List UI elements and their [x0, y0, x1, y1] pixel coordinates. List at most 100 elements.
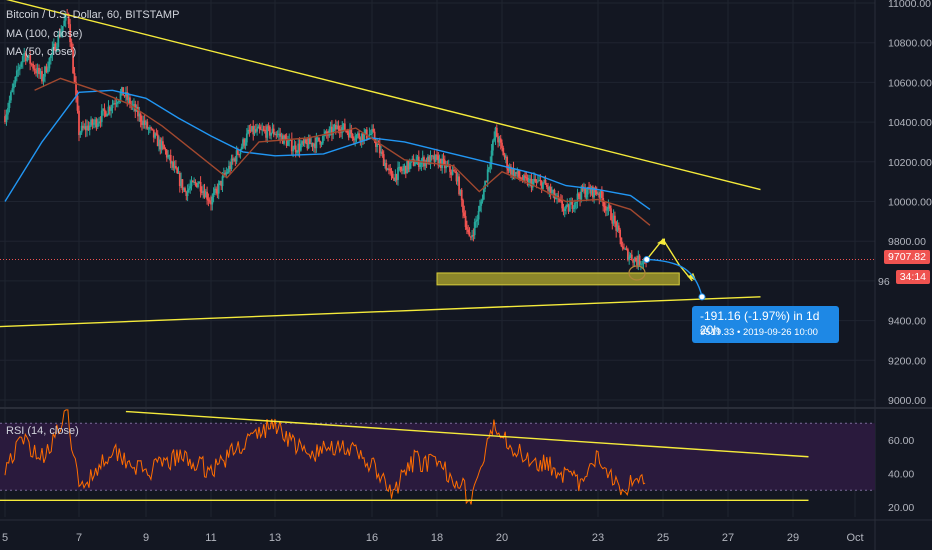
- candle-body: [566, 204, 569, 206]
- candle-body: [603, 206, 606, 208]
- rsi-legend[interactable]: RSI (14, close): [6, 425, 79, 437]
- price-axis-label: 9000.00: [888, 395, 926, 407]
- candle-body: [126, 92, 129, 100]
- candle-body: [8, 100, 11, 109]
- candle-body: [442, 158, 445, 161]
- candle-body: [472, 235, 475, 237]
- candle-body: [17, 69, 20, 71]
- candle-body: [27, 54, 30, 58]
- candle-body: [567, 204, 570, 212]
- candle-body: [577, 193, 580, 197]
- support-zone: [436, 272, 680, 286]
- projection-zigzag: [646, 238, 693, 282]
- time-axis-label: 23: [592, 532, 604, 544]
- ma100-legend[interactable]: MA (100, close): [6, 28, 83, 40]
- candle-body: [58, 34, 61, 37]
- candle-body: [347, 132, 350, 138]
- candle-body: [180, 179, 182, 187]
- candle-body: [129, 97, 131, 105]
- candle-body: [421, 157, 424, 161]
- candle-body: [630, 254, 633, 261]
- candle-body: [475, 220, 477, 223]
- candle-body: [406, 161, 408, 174]
- candle-body: [451, 170, 454, 175]
- candle-body: [199, 181, 202, 192]
- candle-body: [275, 134, 278, 136]
- candle-body: [91, 119, 94, 125]
- candle-body: [11, 88, 14, 93]
- candle-body: [177, 172, 180, 174]
- candle-body: [428, 156, 431, 165]
- candle-body: [458, 176, 460, 195]
- candle-body: [276, 134, 279, 136]
- candle-body: [513, 172, 516, 177]
- candle-body: [597, 193, 599, 195]
- candle-body: [158, 139, 160, 147]
- candle-body: [382, 154, 385, 166]
- candle-body: [481, 199, 484, 202]
- candle-body: [486, 169, 489, 182]
- candle-body: [349, 128, 351, 138]
- candle-body: [131, 104, 134, 106]
- candle-body: [233, 158, 235, 161]
- candle-body: [226, 171, 229, 173]
- candle-body: [208, 200, 211, 202]
- candle-body: [92, 123, 95, 125]
- ma100-line: [4, 89, 651, 210]
- candle-body: [377, 143, 380, 145]
- candle-body: [424, 160, 427, 167]
- candle-body: [305, 139, 307, 143]
- candle-body: [612, 215, 615, 224]
- candle-body: [29, 54, 32, 64]
- time-axis-label: 9: [143, 532, 149, 544]
- candle-body: [488, 167, 490, 170]
- candle-body: [539, 180, 542, 182]
- candle-body: [163, 145, 166, 149]
- candle-body: [235, 150, 238, 162]
- candle-body: [79, 132, 82, 136]
- ma50-line: [34, 77, 651, 226]
- candle-body: [287, 141, 289, 146]
- candle-body: [143, 120, 146, 125]
- candle-body: [466, 227, 468, 230]
- candle-body: [614, 215, 616, 222]
- candle-body: [535, 181, 538, 183]
- candle-body: [154, 133, 156, 138]
- candle-body: [333, 125, 336, 129]
- candle-body: [540, 180, 543, 190]
- candle-body: [375, 141, 377, 147]
- candle-body: [61, 26, 64, 32]
- candle-body: [427, 156, 429, 164]
- candle-body: [263, 129, 266, 131]
- candle-body: [589, 189, 592, 194]
- candle-body: [106, 114, 109, 117]
- candle-body: [369, 133, 372, 135]
- candle-body: [238, 154, 241, 156]
- candle-body: [561, 200, 564, 209]
- candle-body: [115, 103, 118, 105]
- candle-body: [175, 166, 177, 169]
- candle-body: [552, 190, 555, 193]
- candle-body: [581, 186, 584, 191]
- candle-body: [623, 248, 625, 250]
- candle-body: [212, 192, 215, 197]
- candle-body: [591, 186, 594, 198]
- candle-body: [171, 161, 173, 164]
- candle-body: [298, 143, 301, 151]
- candle-body: [210, 201, 212, 205]
- candle-body: [358, 133, 360, 138]
- candle-body: [7, 108, 9, 115]
- candle-body: [224, 173, 226, 175]
- candle-body: [292, 149, 295, 152]
- candle-body: [261, 129, 264, 131]
- candle-body: [433, 155, 436, 162]
- ma50-legend[interactable]: MA (50, close): [6, 46, 77, 58]
- candle-body: [468, 232, 471, 237]
- candle-body: [84, 126, 87, 131]
- candle-body: [39, 71, 42, 75]
- candle-body: [388, 168, 390, 170]
- candle-body: [360, 133, 363, 142]
- candle-body: [633, 257, 636, 263]
- candle-body: [512, 168, 515, 177]
